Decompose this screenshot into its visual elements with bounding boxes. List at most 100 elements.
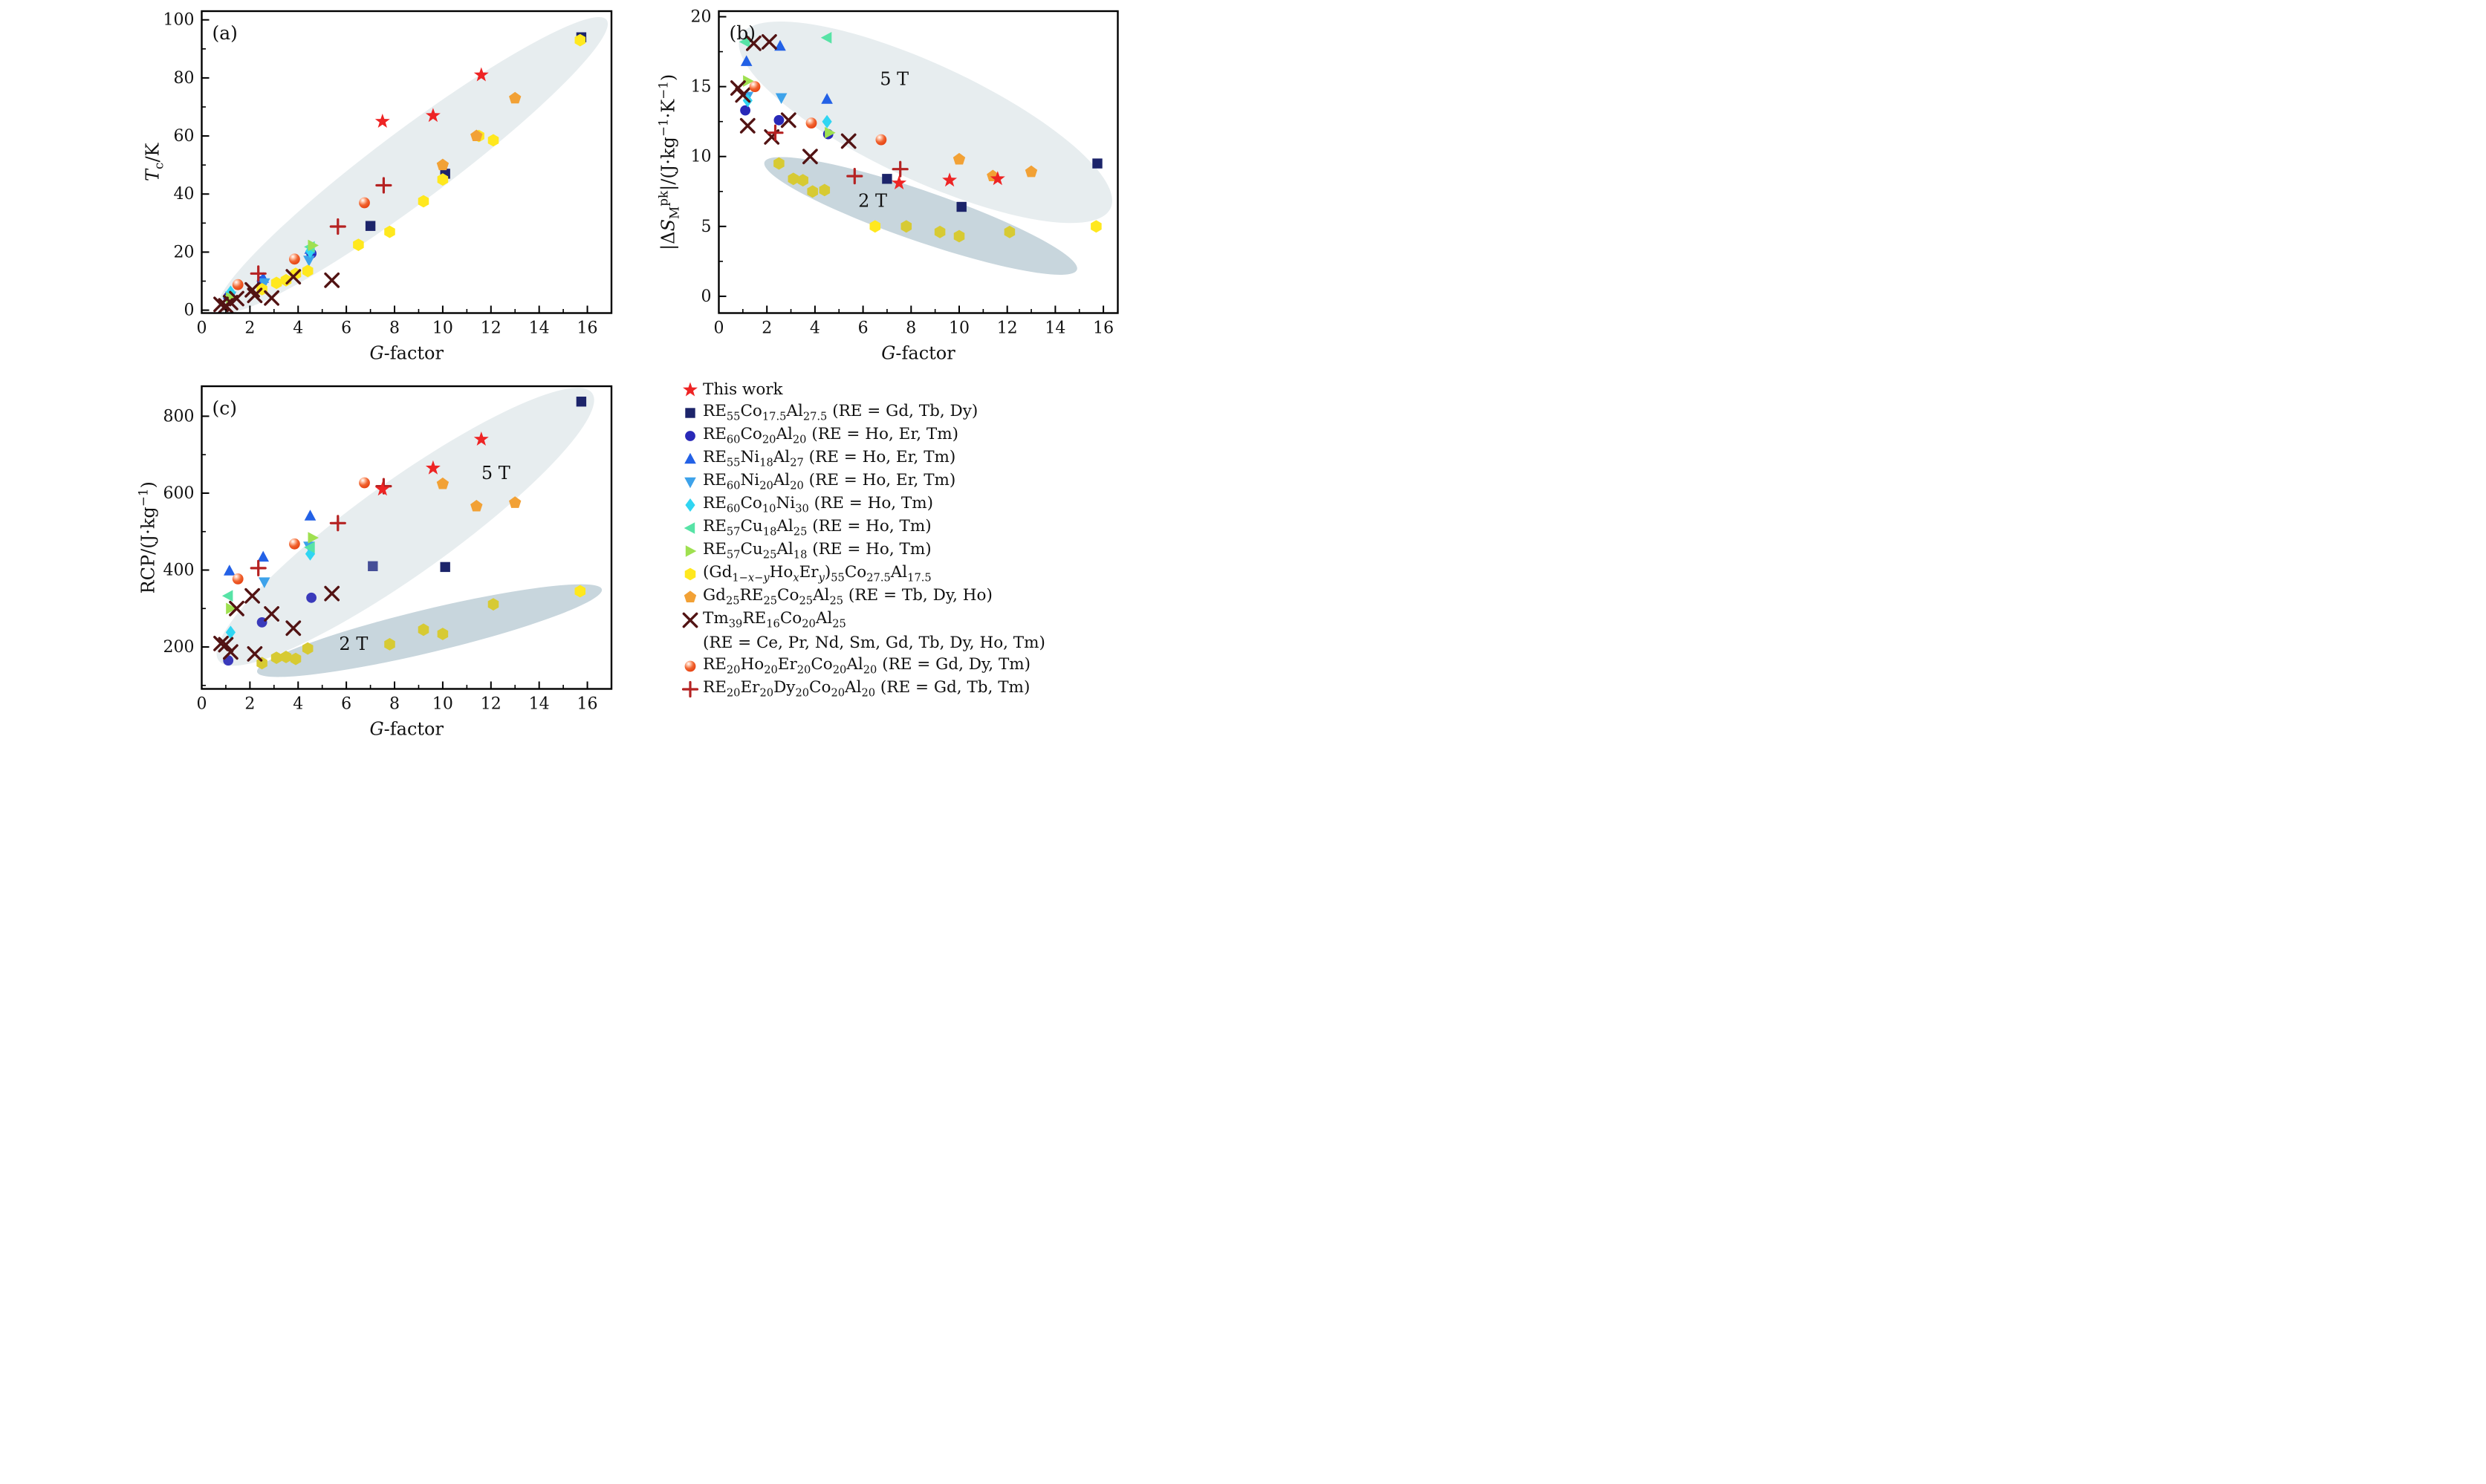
legend-label-part: 20 bbox=[831, 686, 846, 699]
panel-a-series-tm39re16co20al25 bbox=[213, 269, 340, 314]
legend-marker-triangle-right bbox=[678, 541, 703, 561]
legend-label-part: Al bbox=[773, 447, 791, 466]
data-point-x bbox=[264, 290, 280, 306]
legend-label-part: (RE = Gd, Dy, Tm) bbox=[877, 654, 1031, 674]
data-point-hexagon bbox=[418, 195, 429, 208]
legend-marker-pentagon bbox=[678, 588, 703, 607]
data-point-hexagon bbox=[934, 225, 946, 238]
panel-a-x-tick-label: 12 bbox=[481, 319, 502, 338]
triangle-up-icon bbox=[684, 452, 696, 463]
hexagon-icon bbox=[684, 567, 696, 580]
panel-a-label: (a) bbox=[212, 22, 238, 44]
legend-label-part: RE bbox=[703, 677, 727, 697]
panel-b-x-axis-label-part: -factor bbox=[895, 343, 955, 364]
legend-label-part: − bbox=[754, 570, 764, 584]
ball-icon bbox=[684, 660, 696, 671]
panel-a-y-tick-label: 60 bbox=[174, 127, 195, 146]
legend-label-part: 60 bbox=[726, 501, 741, 515]
legend-label-part: (RE = Ce, Pr, Nd, Sm, Gd, Tb, Dy, Ho, Tm… bbox=[703, 633, 1045, 652]
legend-label-part: (RE = Ho, Tm) bbox=[807, 516, 932, 536]
panel-a-y-tick-label-part: 0 bbox=[184, 302, 195, 320]
data-point-hexagon bbox=[302, 264, 314, 278]
data-point-hexagon bbox=[302, 642, 314, 655]
panel-c-x-tick-label: 6 bbox=[341, 695, 351, 714]
panel-c-y-axis-label-part: RCP/(J·kg bbox=[138, 507, 159, 593]
data-point-square bbox=[956, 201, 967, 212]
legend-label-part: 27 bbox=[790, 455, 804, 469]
legend-label-part: 25 bbox=[725, 593, 740, 607]
legend-label-part: Al bbox=[776, 424, 793, 443]
legend-label-1: RE55Co17.5Al27.5 (RE = Gd, Tb, Dy) bbox=[703, 403, 978, 423]
data-point-circle bbox=[740, 105, 750, 116]
legend-label-part: 25 bbox=[793, 524, 808, 538]
legend-label-part: RE bbox=[703, 654, 727, 674]
data-point-x bbox=[218, 637, 234, 653]
legend-item-7: RE57Cu25Al18 (RE = Ho, Tm) bbox=[678, 539, 1235, 562]
data-point-x bbox=[780, 112, 796, 128]
panel-b-x-tick-label: 6 bbox=[858, 319, 869, 338]
data-point-pentagon bbox=[470, 129, 483, 142]
panel-a-x-tick-label-part: 10 bbox=[432, 319, 453, 338]
legend-marker-diamond bbox=[678, 495, 703, 515]
legend-label-part: 20 bbox=[726, 686, 741, 699]
panel-b-series-re20er20dy20co20al20 bbox=[767, 124, 909, 185]
panel-b-series-re57cu18al25 bbox=[739, 32, 832, 48]
panel-a-x-tick-label-part: 2 bbox=[244, 319, 255, 338]
legend-marker-hexagon bbox=[678, 564, 703, 584]
data-point-triangle-left bbox=[304, 541, 315, 553]
legend-label-part: Ni bbox=[740, 447, 760, 466]
panel-b-series-re57cu25al18 bbox=[743, 75, 836, 139]
panel-a-y-tick-label: 20 bbox=[174, 243, 195, 261]
legend-label-10: Tm39RE16Co20Al25 bbox=[703, 608, 846, 630]
panel-a-y-tick-label: 0 bbox=[184, 302, 195, 320]
panel-b-x-tick-label-part: 6 bbox=[858, 319, 869, 338]
data-point-pentagon bbox=[509, 91, 522, 104]
panel-c-series-this-work bbox=[374, 432, 489, 496]
data-point-hexagon bbox=[1091, 220, 1102, 233]
data-point-pentagon bbox=[952, 152, 966, 165]
legend-label-part: Co bbox=[740, 424, 762, 443]
legend-label-part: RE bbox=[703, 401, 727, 420]
data-point-pentagon bbox=[1025, 165, 1038, 178]
data-point-hexagon bbox=[574, 585, 586, 598]
legend-label-part: 17.5 bbox=[907, 570, 932, 584]
legend-label-part: x bbox=[793, 570, 799, 584]
legend-label-part: 18 bbox=[762, 524, 777, 538]
panel-b-y-axis-label-part: −1 bbox=[656, 81, 671, 100]
legend-label-part: Er bbox=[740, 677, 760, 697]
panel-c-annotation-2t-part: 2 T bbox=[339, 634, 368, 654]
data-point-star bbox=[473, 432, 489, 446]
panel-a: 0 2 4 6 8 10 12 14 16 0 20 40 60 80 100 (a) G-factor Tc/K bbox=[143, 10, 613, 364]
data-point-hexagon bbox=[384, 638, 395, 651]
panel-b-y-tick-label: 5 bbox=[701, 218, 712, 236]
legend-label-part: Tm bbox=[703, 608, 729, 628]
panel-b-x-tick-label: 10 bbox=[949, 319, 970, 338]
legend-label-part: Co bbox=[779, 608, 802, 628]
legend-label-part: Co bbox=[844, 562, 867, 582]
legend-label-6: RE57Cu18Al25 (RE = Ho, Tm) bbox=[703, 518, 932, 538]
panel-c-x-tick-label: 10 bbox=[432, 695, 453, 714]
x-icon bbox=[682, 612, 698, 628]
figure-legend: This work RE55Co17.5Al27.5 (RE = Gd, Tb, … bbox=[678, 378, 1235, 700]
data-point-ball bbox=[359, 197, 370, 209]
panel-c-y-axis-label-part: ) bbox=[138, 481, 159, 488]
data-point-x bbox=[746, 35, 762, 51]
panel-a-y-tick-label: 80 bbox=[174, 69, 195, 88]
legend-item-11: RE20Ho20Er20Co20Al20 (RE = Gd, Dy, Tm) bbox=[678, 654, 1235, 677]
data-point-diamond bbox=[305, 244, 316, 258]
panel-b-y-tick-label: 0 bbox=[701, 287, 712, 306]
panel-c-x-tick-label: 8 bbox=[389, 695, 400, 714]
panel-c-x-tick-label: 0 bbox=[197, 695, 207, 714]
data-point-ball bbox=[805, 117, 817, 128]
panel-c-series-gd25re25co25al25 bbox=[436, 477, 522, 512]
data-point-plus bbox=[329, 515, 346, 532]
panel-b-frame bbox=[718, 10, 1119, 314]
panel-b: 0 2 4 6 8 10 12 14 16 0 5 10 15 20 (b) G-factor |ΔSMpk|/… bbox=[656, 8, 1119, 364]
data-point-star bbox=[374, 114, 390, 128]
data-point-triangle-right bbox=[825, 126, 836, 139]
data-point-hexagon bbox=[869, 220, 881, 233]
panel-b-x-tick-label: 8 bbox=[906, 319, 916, 338]
panel-c-x-tick-label: 14 bbox=[529, 695, 550, 714]
data-point-star bbox=[425, 108, 441, 123]
panel-c-y-tick-label-part: 600 bbox=[163, 484, 195, 503]
